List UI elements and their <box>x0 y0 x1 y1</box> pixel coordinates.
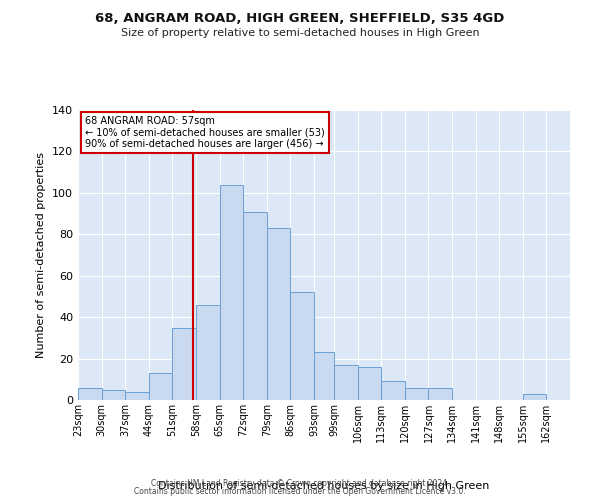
Bar <box>78 388 101 400</box>
Bar <box>405 388 428 400</box>
Bar <box>358 367 381 400</box>
Bar <box>267 228 290 400</box>
Y-axis label: Number of semi-detached properties: Number of semi-detached properties <box>37 152 46 358</box>
Bar <box>428 388 452 400</box>
Bar <box>220 184 243 400</box>
Text: 68 ANGRAM ROAD: 57sqm
← 10% of semi-detached houses are smaller (53)
90% of semi: 68 ANGRAM ROAD: 57sqm ← 10% of semi-deta… <box>85 116 325 149</box>
Bar <box>381 382 405 400</box>
Text: Size of property relative to semi-detached houses in High Green: Size of property relative to semi-detach… <box>121 28 479 38</box>
Bar <box>243 212 267 400</box>
Text: Contains HM Land Registry data © Crown copyright and database right 2024.: Contains HM Land Registry data © Crown c… <box>151 478 449 488</box>
Bar <box>149 373 172 400</box>
Bar <box>101 390 125 400</box>
Bar <box>196 304 220 400</box>
Bar <box>125 392 149 400</box>
Bar <box>523 394 547 400</box>
Text: 68, ANGRAM ROAD, HIGH GREEN, SHEFFIELD, S35 4GD: 68, ANGRAM ROAD, HIGH GREEN, SHEFFIELD, … <box>95 12 505 26</box>
Text: Contains public sector information licensed under the Open Government Licence v3: Contains public sector information licen… <box>134 487 466 496</box>
Bar <box>314 352 334 400</box>
X-axis label: Distribution of semi-detached houses by size in High Green: Distribution of semi-detached houses by … <box>158 481 490 491</box>
Bar <box>172 328 196 400</box>
Bar <box>290 292 314 400</box>
Bar <box>334 365 358 400</box>
